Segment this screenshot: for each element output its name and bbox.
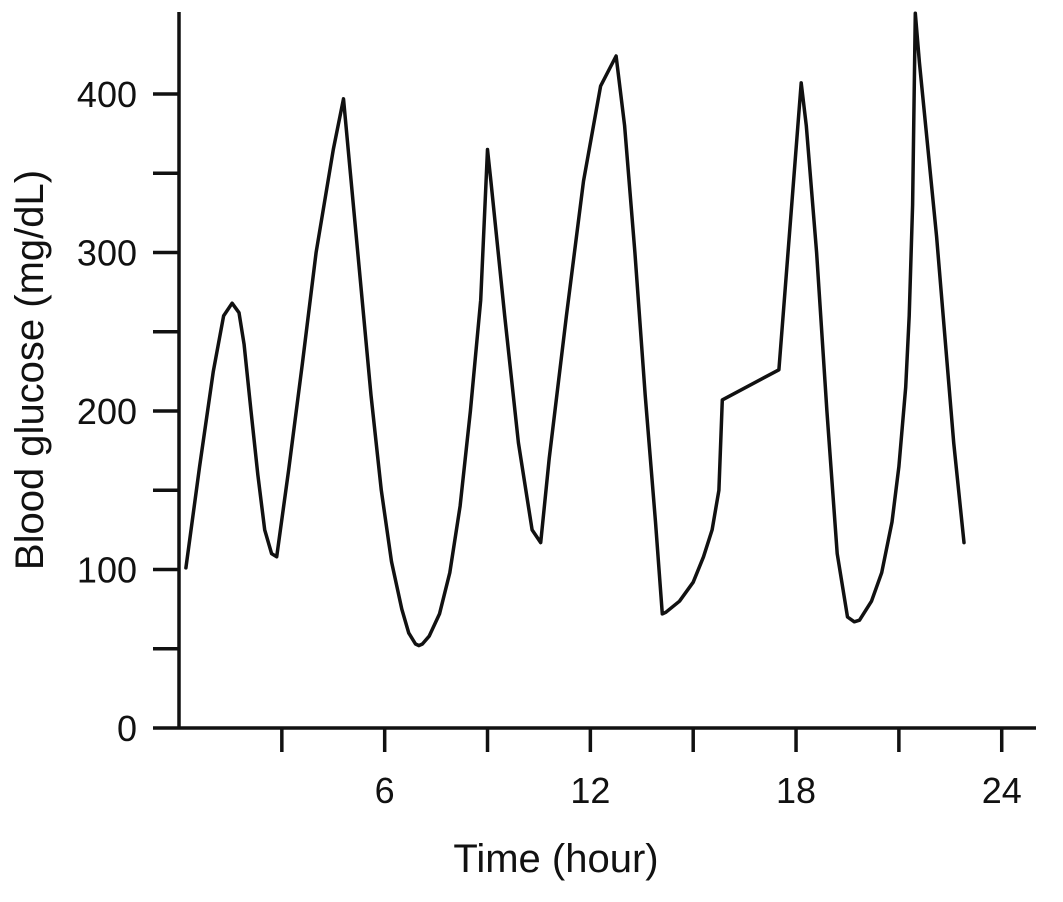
y-ticks: 0 100 200 300 400 xyxy=(77,74,179,749)
x-tick-label: 12 xyxy=(570,770,610,811)
y-tick-label: 200 xyxy=(77,391,137,432)
y-tick-label: 300 xyxy=(77,233,137,274)
y-tick-label: 0 xyxy=(117,708,137,749)
x-tick-label: 24 xyxy=(982,770,1022,811)
x-tick-label: 6 xyxy=(375,770,395,811)
blood-glucose-line xyxy=(184,11,966,648)
y-tick-label: 100 xyxy=(77,550,137,591)
x-axis-label: Time (hour) xyxy=(453,837,658,881)
y-tick-label: 400 xyxy=(77,74,137,115)
y-axis-label: Blood glucose (mg/dL) xyxy=(8,170,52,570)
x-ticks: 6 12 18 24 xyxy=(280,728,1022,811)
x-tick-label: 18 xyxy=(776,770,816,811)
